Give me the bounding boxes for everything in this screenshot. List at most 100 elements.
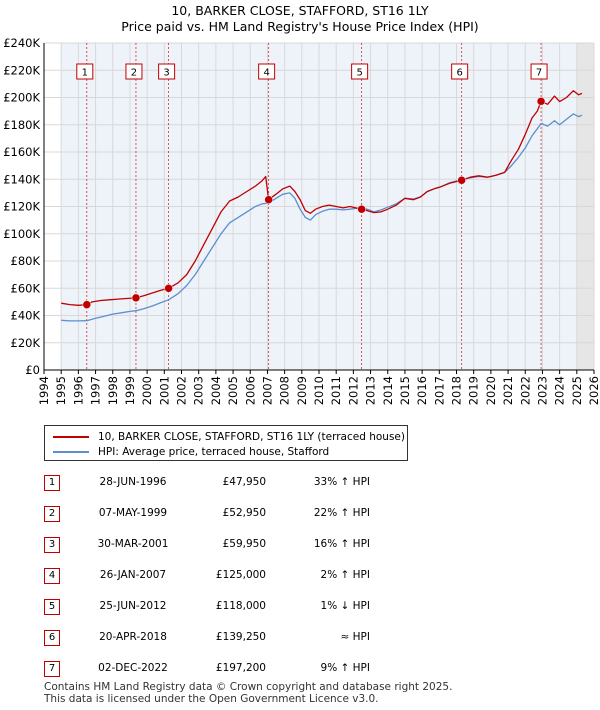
sale-row: 5 25-JUN-2012 £118,000 1% ↓ HPI: [0, 592, 600, 622]
y-tick-label: £40K: [11, 309, 41, 323]
hpi-line: [61, 113, 583, 322]
sale-number-badge: 2: [44, 506, 60, 522]
sale-row: 4 26-JAN-2007 £125,000 2% ↑ HPI: [0, 561, 600, 591]
sale-marker-label: 3: [163, 68, 169, 79]
x-tick-label: 2019: [467, 376, 481, 405]
sale-date: 07-MAY-1999: [98, 507, 168, 519]
sale-number-badge: 3: [44, 537, 60, 553]
legend-entry-hpi: HPI: Average price, terraced house, Staf…: [53, 446, 329, 458]
sale-hpi-comparison: 33% ↑ HPI: [313, 476, 370, 488]
copyright-notice: Contains HM Land Registry data © Crown c…: [44, 681, 453, 693]
y-tick-label: £60K: [11, 281, 41, 295]
x-tick-label: 2003: [192, 376, 206, 405]
sale-date: 28-JUN-1996: [99, 476, 167, 488]
chart-subtitle: Price paid vs. HM Land Registry's House …: [121, 19, 479, 34]
sale-marker-label: 1: [82, 68, 88, 79]
legend-swatch-hpi: [53, 451, 89, 453]
x-tick-label: 1997: [89, 376, 103, 405]
sale-number-badge: 6: [44, 630, 60, 646]
sale-number-badge: 5: [44, 599, 60, 615]
legend-label-hpi: HPI: Average price, terraced house, Staf…: [98, 446, 330, 458]
sale-marker-box: [76, 63, 94, 80]
price-chart: 1 2 3 4 5 6 7 £0 £20K £40K £60K £80K £100K £120K £140…: [3, 36, 600, 405]
x-tick-label: 2017: [432, 376, 446, 405]
sale-hpi-comparison: 9% ↑ HPI: [320, 662, 370, 674]
price-paid-line: [61, 90, 583, 306]
x-tick-label: 1995: [54, 376, 68, 405]
x-tick-label: 2023: [535, 376, 549, 405]
sale-row: 1 28-JUN-1996 £47,950 33% ↑ HPI: [0, 468, 600, 498]
x-tick-label: 2024: [553, 376, 567, 405]
legend-swatch-price: [53, 436, 89, 438]
sale-hpi-comparison: 1% ↓ HPI: [320, 600, 370, 612]
x-tick-label: 2018: [450, 376, 464, 405]
sale-number-badge: 1: [44, 475, 60, 491]
x-tick-label: 2014: [381, 376, 395, 405]
sale-date: 20-APR-2018: [99, 631, 167, 643]
y-tick-label: £0: [25, 363, 40, 377]
sale-point: [82, 300, 92, 309]
sale-price: £52,950: [222, 507, 266, 519]
sale-marker-box: [451, 63, 469, 80]
x-tick-label: 2022: [518, 376, 532, 405]
sale-date: 25-JUN-2012: [99, 600, 167, 612]
sale-point: [131, 293, 141, 303]
sale-point: [264, 195, 273, 204]
sale-hpi-comparison: 16% ↑ HPI: [313, 538, 370, 550]
x-tick-label: 1994: [37, 376, 51, 405]
sale-point: [536, 97, 546, 106]
y-tick-label: £100K: [3, 227, 40, 241]
chart-title: 10, BARKER CLOSE, STAFFORD, ST16 1LY: [171, 3, 429, 18]
y-tick-label: £180K: [3, 118, 40, 132]
y-tick-label: £160K: [3, 145, 40, 159]
licence-notice: This data is licensed under the Open Gov…: [44, 693, 379, 705]
y-tick-label: £80K: [11, 254, 41, 268]
y-tick-label: £140K: [3, 172, 40, 186]
sale-row: 6 20-APR-2018 £139,250 ≈ HPI: [0, 623, 600, 653]
x-tick-label: 2020: [484, 376, 498, 405]
chart-legend: 10, BARKER CLOSE, STAFFORD, ST16 1LY (te…: [44, 425, 408, 461]
sale-number-badge: 4: [44, 568, 60, 584]
x-tick-label: 2013: [364, 376, 378, 405]
sale-marker-label: 6: [456, 68, 462, 79]
sale-price: £59,950: [222, 538, 266, 550]
x-tick-label: 2021: [501, 376, 515, 405]
x-tick-label: 2000: [140, 376, 154, 405]
legend-label-price: 10, BARKER CLOSE, STAFFORD, ST16 1LY (te…: [98, 431, 405, 443]
x-tick-label: 2015: [398, 376, 412, 405]
sale-marker-label: 2: [131, 68, 137, 79]
sale-hpi-comparison: 2% ↑ HPI: [320, 569, 370, 581]
x-tick-label: 2002: [175, 376, 189, 405]
sale-price: £47,950: [222, 476, 266, 488]
sale-price: £125,000: [215, 569, 266, 581]
x-tick-label: 2025: [570, 376, 584, 405]
y-tick-label: £240K: [3, 36, 40, 50]
sale-point: [457, 176, 466, 185]
sale-price: £197,200: [215, 662, 266, 674]
y-tick-label: £220K: [3, 63, 40, 77]
x-tick-label: 2010: [312, 376, 326, 405]
x-tick-label: 2009: [295, 376, 309, 405]
x-tick-label: 2006: [243, 376, 257, 405]
sale-marker-box: [351, 63, 369, 80]
sale-point: [164, 284, 173, 293]
sale-row: 3 30-MAR-2001 £59,950 16% ↑ HPI: [0, 530, 600, 560]
sale-date: 02-DEC-2022: [98, 662, 168, 674]
x-tick-label: 2001: [157, 376, 171, 405]
sale-hpi-comparison: ≈ HPI: [340, 631, 370, 643]
sale-row: 7 02-DEC-2022 £197,200 9% ↑ HPI: [0, 654, 600, 684]
sale-point: [357, 204, 366, 214]
sale-price: £118,000: [215, 600, 266, 612]
y-tick-label: £120K: [3, 200, 40, 214]
x-tick-label: 2011: [329, 376, 343, 405]
x-tick-label: 1996: [71, 376, 85, 405]
sale-marker-box: [125, 63, 143, 80]
sale-hpi-comparison: 22% ↑ HPI: [313, 507, 370, 519]
sale-marker-label: 7: [536, 68, 542, 79]
sale-row: 2 07-MAY-1999 £52,950 22% ↑ HPI: [0, 499, 600, 529]
sale-marker-label: 5: [356, 68, 362, 79]
sale-date: 26-JAN-2007: [99, 569, 167, 581]
x-tick-label: 2008: [278, 376, 292, 405]
sale-marker-box: [530, 63, 548, 80]
x-tick-label: 1998: [106, 376, 120, 405]
